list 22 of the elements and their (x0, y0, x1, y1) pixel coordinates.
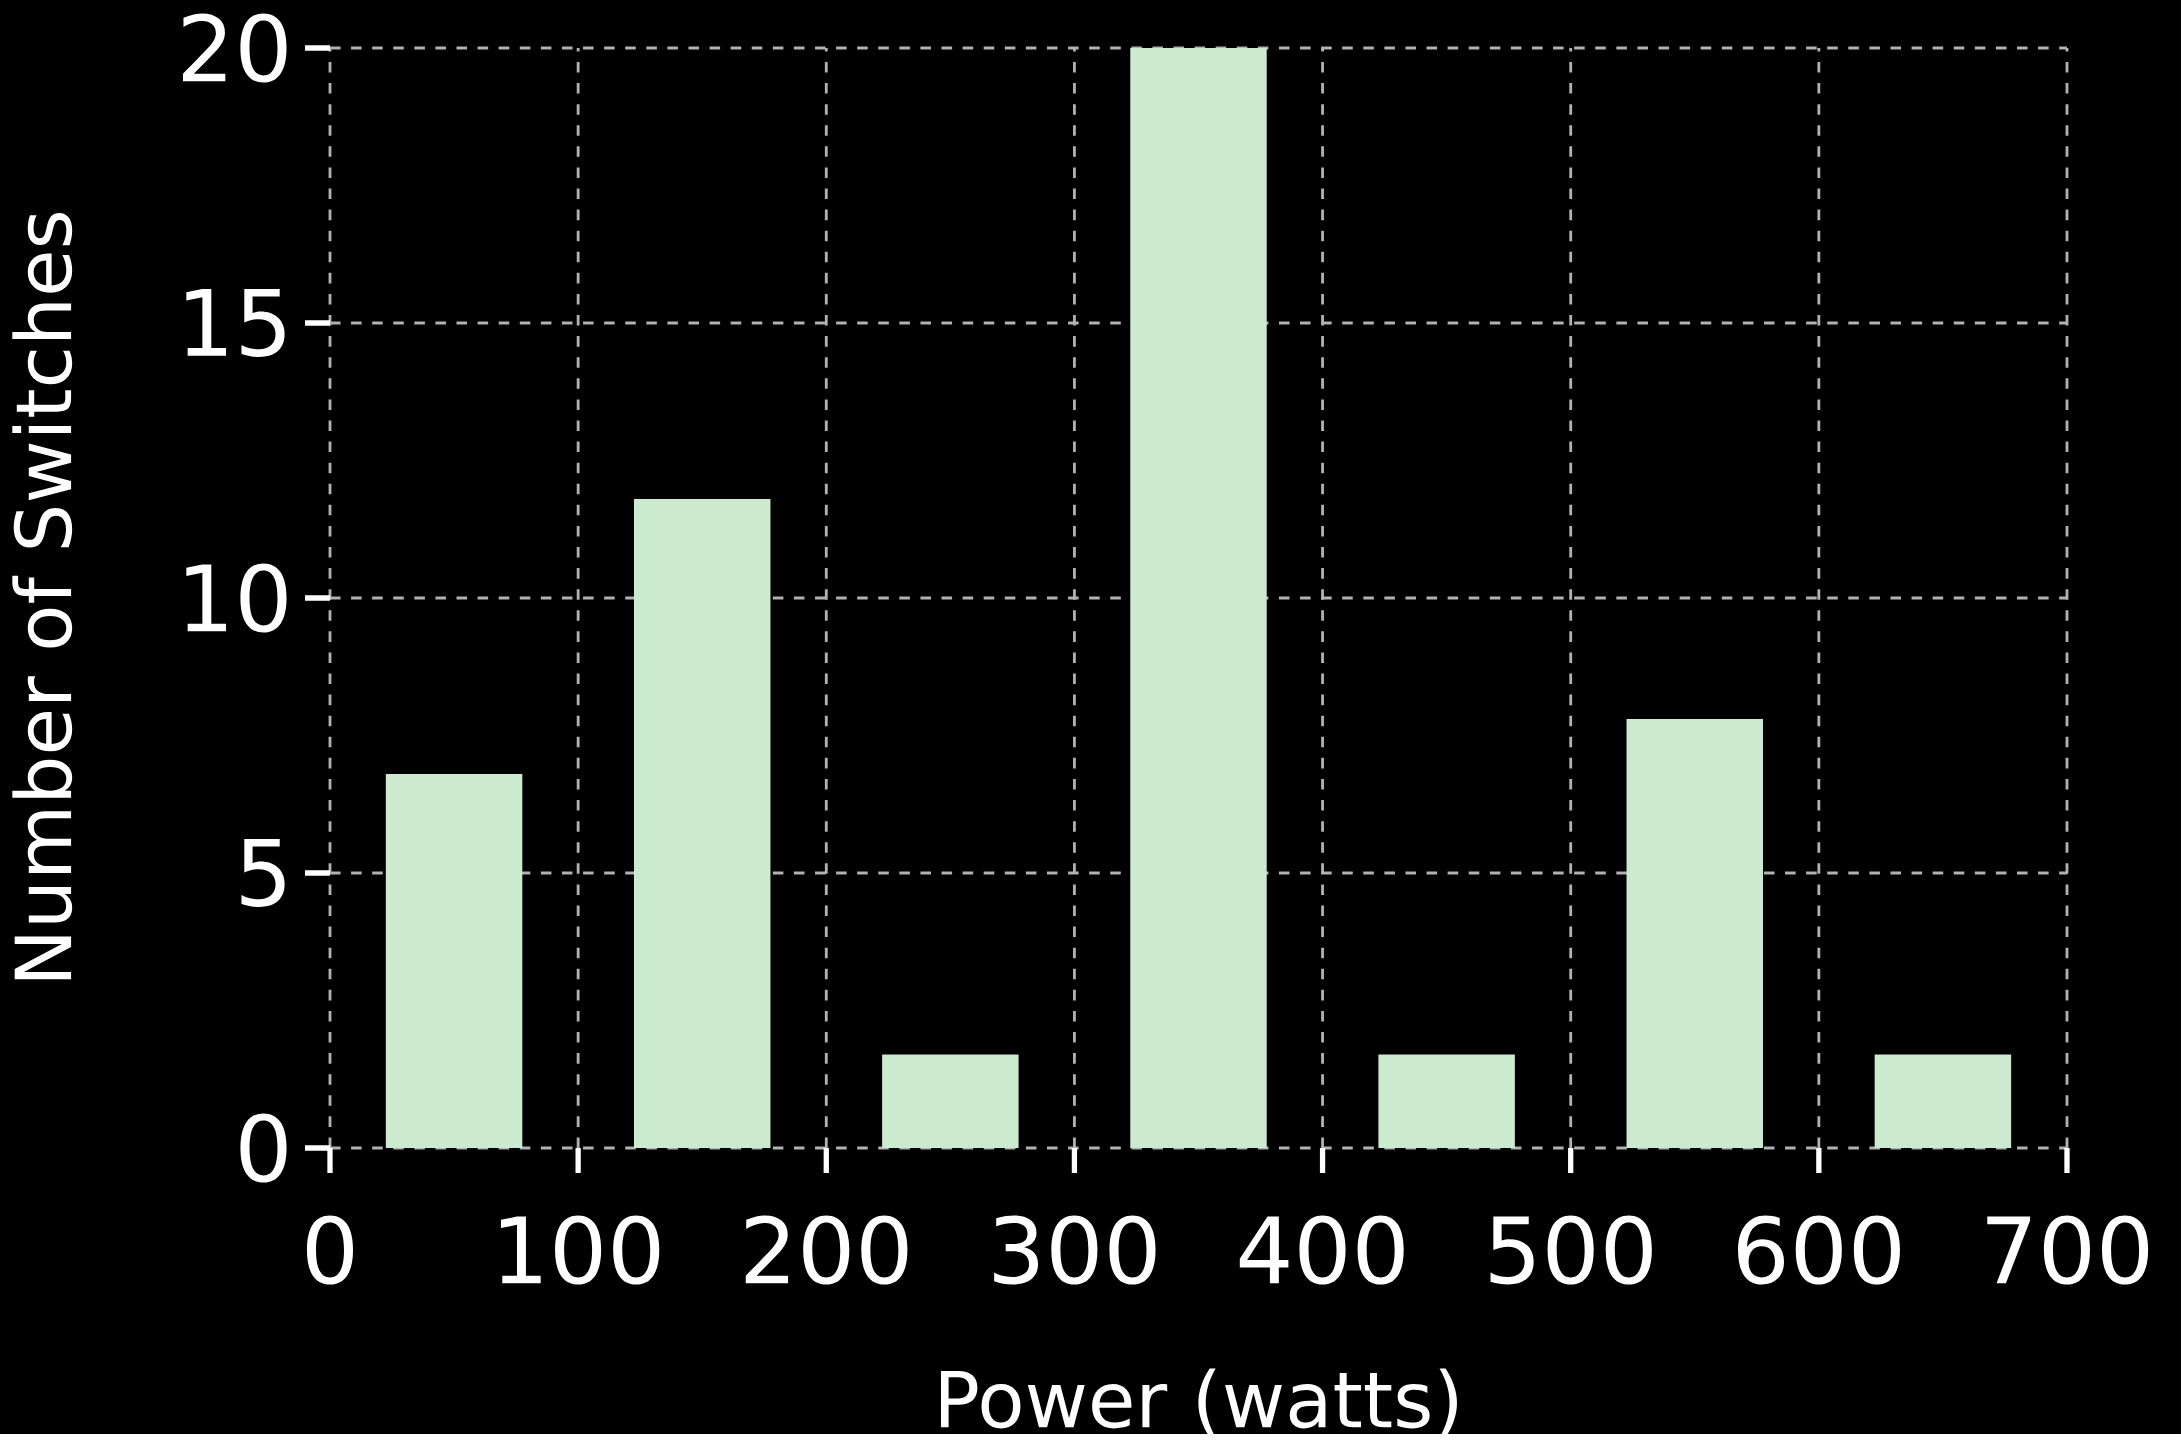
x-tick-label: 0 (306, 1215, 354, 1285)
bar (1626, 718, 1764, 1148)
y-tick-label: 10 (186, 563, 287, 633)
bar (882, 1054, 1019, 1148)
bar (1378, 1054, 1515, 1148)
bar (1874, 1054, 2012, 1148)
y-tick-label: 0 (240, 1113, 287, 1183)
x-tick-label: 100 (500, 1215, 660, 1285)
bar (633, 498, 771, 1148)
bar (385, 773, 523, 1148)
y-tick-label: 15 (186, 288, 285, 357)
y-axis-title: Number of Switches (12, 212, 73, 980)
x-tick-label: 300 (994, 1215, 1156, 1285)
x-axis-title: Power (watts) (940, 1368, 1457, 1438)
x-tick-label: 500 (1490, 1215, 1652, 1285)
y-tick-label: 5 (241, 838, 285, 907)
x-tick-label: 600 (1738, 1215, 1900, 1285)
x-tick-label: 700 (1987, 1215, 2149, 1285)
y-tick-label: 20 (182, 13, 287, 83)
bar (1130, 47, 1267, 1148)
x-tick-label: 400 (1239, 1215, 1404, 1285)
x-tick-label: 200 (745, 1215, 908, 1285)
